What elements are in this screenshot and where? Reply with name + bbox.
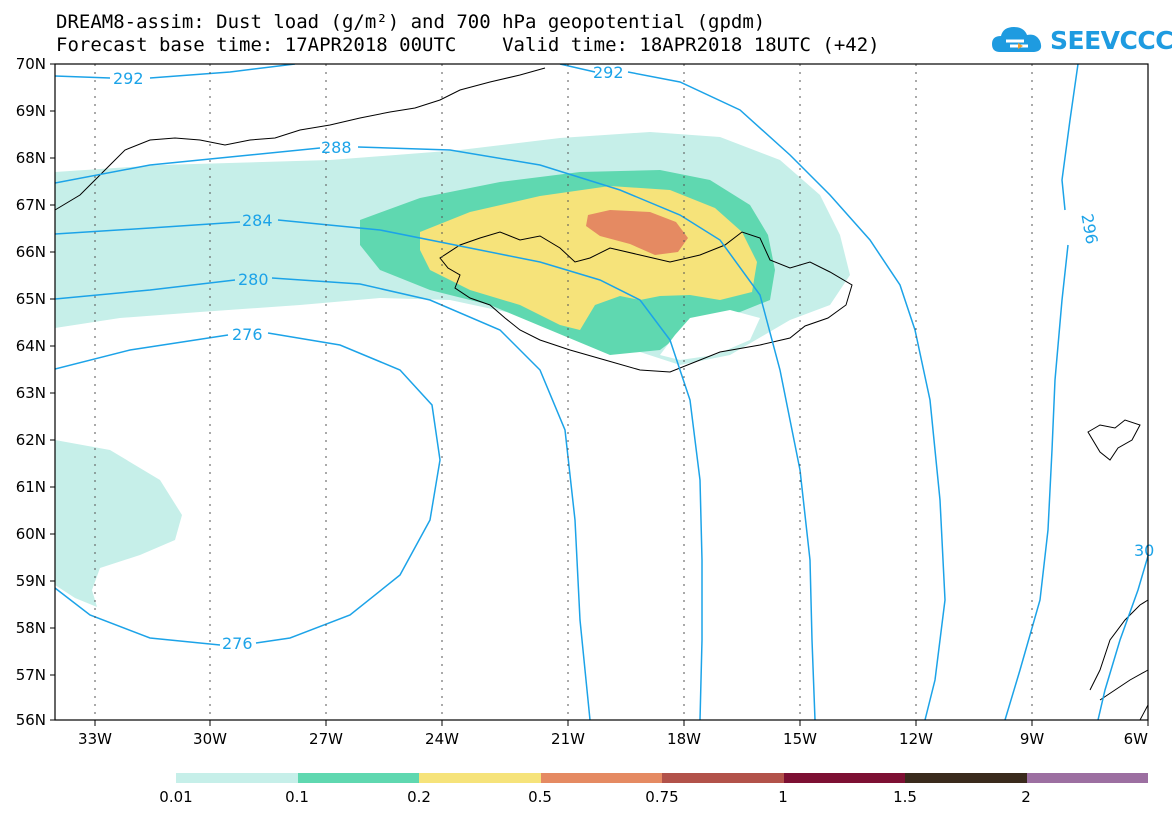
- legend-swatch: [419, 773, 541, 783]
- lat-label: 64N: [16, 337, 46, 355]
- legend-tick: 0.5: [528, 788, 552, 806]
- greenland-coast: [54, 67, 546, 211]
- contour-label: 292: [593, 63, 624, 82]
- seevccc-logo: SEEVCCC: [990, 22, 1174, 58]
- iceland-coast: [439, 231, 853, 373]
- legend-swatch: [662, 773, 784, 783]
- legend-tick: 1: [778, 788, 788, 806]
- contour-label: 30: [1134, 541, 1154, 560]
- gridlines: [94, 64, 1033, 720]
- lon-label: 15W: [783, 730, 817, 748]
- legend-swatch: [1026, 773, 1148, 783]
- lat-label: 60N: [16, 525, 46, 543]
- lon-label: 33W: [78, 730, 112, 748]
- legend-tick: 0.1: [285, 788, 309, 806]
- lat-label: 70N: [16, 55, 46, 73]
- lon-label: 24W: [425, 730, 459, 748]
- contour-label: 296: [1077, 212, 1101, 245]
- lon-label: 12W: [899, 730, 933, 748]
- legend-swatch: [540, 773, 662, 783]
- dust-field-0-01-south: [55, 440, 182, 607]
- lat-label: 67N: [16, 196, 46, 214]
- lat-label: 63N: [16, 384, 46, 402]
- contour-label: 276: [232, 325, 263, 344]
- legend-swatch: [905, 773, 1027, 783]
- lat-label: 65N: [16, 290, 46, 308]
- lon-axis: 33W 30W 27W 24W 21W 18W 15W 12W 9W 6W: [78, 720, 1149, 748]
- contour-label: 292: [113, 69, 144, 88]
- contour-276: [55, 332, 441, 646]
- lat-label: 58N: [16, 619, 46, 637]
- dust-fields: [55, 132, 850, 607]
- faroe-islands: [1087, 419, 1141, 461]
- lat-label: 56N: [16, 711, 46, 729]
- lat-label: 59N: [16, 572, 46, 590]
- lat-axis: 70N 69N 68N 67N 66N 65N 64N 63N 62N 61N …: [16, 55, 55, 729]
- map-title-line2: Forecast base time: 17APR2018 00UTC Vali…: [56, 34, 880, 56]
- lat-label: 69N: [16, 102, 46, 120]
- lon-label: 30W: [193, 730, 227, 748]
- lat-label: 57N: [16, 666, 46, 684]
- lon-label: 6W: [1124, 730, 1149, 748]
- map-title-line1: DREAM8-assim: Dust load (g/m²) and 700 h…: [56, 11, 766, 33]
- contour-300: [1097, 555, 1148, 720]
- lat-label: 66N: [16, 243, 46, 261]
- coastlines: [54, 67, 1149, 721]
- logo-text: SEEVCCC: [1050, 26, 1174, 55]
- contour-292: [55, 64, 946, 720]
- legend-tick: 0.2: [407, 788, 431, 806]
- contour-label: 288: [321, 138, 352, 157]
- lat-label: 61N: [16, 478, 46, 496]
- contour-296: [1004, 64, 1079, 720]
- contour-labels: 292 292 288 284 280 276 276 296 30: [113, 63, 1154, 653]
- legend-swatch: [176, 773, 298, 783]
- legend-tick: 0.01: [159, 788, 193, 806]
- cloud-icon: [992, 27, 1042, 52]
- contour-288: [55, 146, 816, 720]
- legend-tick: 1.5: [893, 788, 917, 806]
- dust-field-clearing: [660, 310, 760, 360]
- lat-label: 68N: [16, 149, 46, 167]
- color-legend: [176, 773, 1148, 783]
- contour-label: 280: [238, 270, 269, 289]
- dust-field-0-5: [586, 210, 688, 255]
- legend-tick: 0.75: [645, 788, 679, 806]
- legend-swatch: [297, 773, 419, 783]
- lon-label: 21W: [551, 730, 585, 748]
- map-frame: [54, 63, 1149, 721]
- legend-tick: 2: [1021, 788, 1031, 806]
- contour-280: [55, 277, 591, 720]
- lon-label: 18W: [667, 730, 701, 748]
- lon-label: 27W: [309, 730, 343, 748]
- contour-label: 276: [222, 634, 253, 653]
- legend-swatch: [783, 773, 905, 783]
- lat-label: 62N: [16, 431, 46, 449]
- lon-label: 9W: [1020, 730, 1045, 748]
- contour-label: 284: [242, 211, 273, 230]
- scotland-coast: [1089, 599, 1149, 721]
